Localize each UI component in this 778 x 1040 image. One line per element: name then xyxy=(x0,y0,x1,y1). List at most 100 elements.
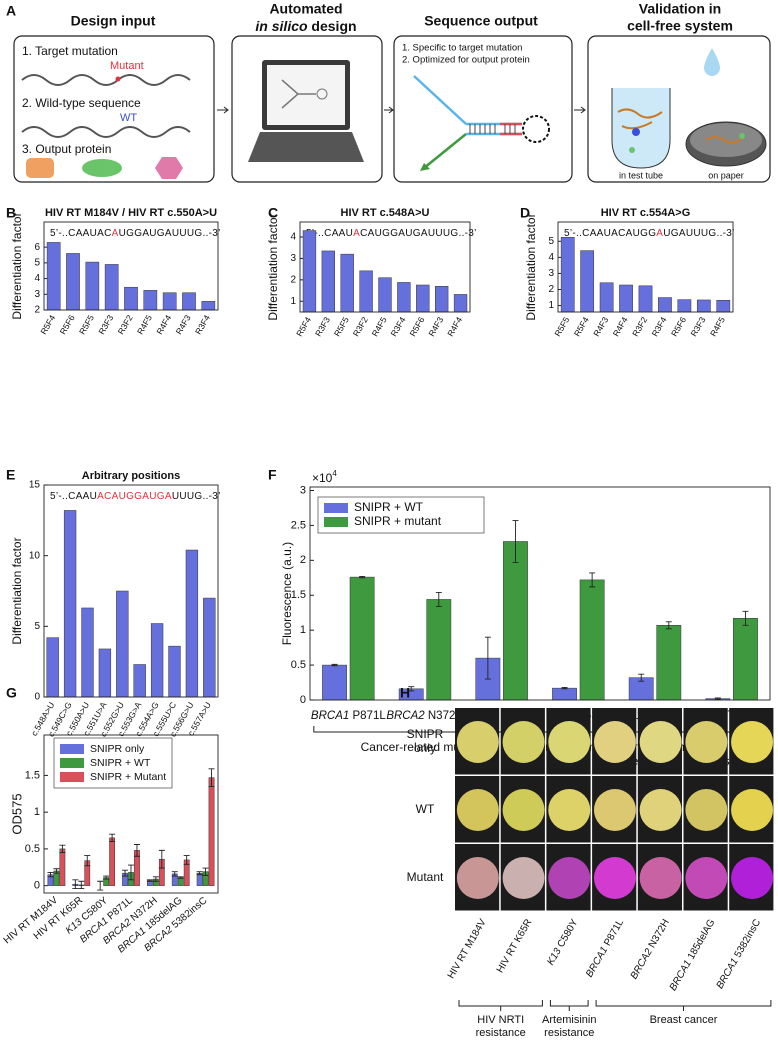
category-label: R3F3 xyxy=(96,313,115,336)
protein xyxy=(155,157,183,179)
paper-disc xyxy=(639,789,682,831)
bar xyxy=(677,299,692,313)
bar xyxy=(133,664,146,698)
bar xyxy=(59,848,66,886)
y-tick-label: 1.5 xyxy=(291,589,306,601)
category-label: R4F3 xyxy=(591,315,610,338)
group-label: resistance xyxy=(544,1027,594,1039)
bar xyxy=(63,510,77,698)
error-bar xyxy=(742,610,749,626)
category-label: R4F5 xyxy=(370,315,389,338)
y-tick-label: 2 xyxy=(34,305,40,316)
bar xyxy=(733,618,758,701)
y-tick-label: 4 xyxy=(548,252,554,263)
box-title: in silico design xyxy=(255,18,356,34)
error-bar xyxy=(122,869,129,877)
y-tick-label: 1 xyxy=(290,296,296,307)
error-bar xyxy=(196,871,203,876)
bar xyxy=(46,242,61,311)
sequence: 5’-..CAAUACAUGGAUGAUUUG..-3’ xyxy=(564,228,735,239)
y-tick-label: 15 xyxy=(29,480,41,491)
box-title: Sequence output xyxy=(424,13,538,29)
bar xyxy=(81,607,94,698)
y-tick-label: 5 xyxy=(548,236,554,247)
paper-disc xyxy=(548,721,591,763)
category-label: R5F4 xyxy=(38,313,57,336)
plot-frame xyxy=(557,221,734,313)
error-bar xyxy=(484,636,491,680)
panel-letter: C xyxy=(268,205,278,221)
arrow xyxy=(384,106,394,114)
y-axis-label: Fluorescence (a.u.) xyxy=(280,542,294,645)
gene: BRCA1 xyxy=(311,710,349,722)
category-label: R3F4 xyxy=(389,315,408,338)
error-bar xyxy=(561,686,568,690)
error-bar xyxy=(53,868,60,874)
item: 3. Output protein xyxy=(22,142,111,156)
panel-letter: F xyxy=(268,467,277,483)
bar xyxy=(503,541,528,701)
category-label: R3F3 xyxy=(688,315,707,338)
y-axis-label: Differentiation factor xyxy=(266,213,280,320)
duplex xyxy=(466,122,522,136)
y-tick-label: 3 xyxy=(290,253,296,264)
bar xyxy=(716,300,731,313)
category-label: BRCA2 N372H xyxy=(386,710,463,722)
error-bar xyxy=(589,572,596,588)
category-label: R4F5 xyxy=(135,313,154,336)
bar xyxy=(177,877,184,886)
bar xyxy=(208,777,215,886)
bar xyxy=(201,301,216,311)
y-tick-label: 1 xyxy=(34,806,40,818)
bar xyxy=(378,277,392,313)
sequence-part: A xyxy=(353,228,360,239)
variant: P871L xyxy=(349,710,386,722)
protein xyxy=(82,159,122,177)
paper-disc xyxy=(639,857,682,899)
error-bar xyxy=(97,880,104,891)
plot-frame xyxy=(299,221,471,313)
y-tick-label: 0 xyxy=(34,880,40,892)
error-bar xyxy=(177,876,184,879)
caption: on paper xyxy=(708,170,744,180)
sequence: 5’-..CAAUACAUGGAUGAUUUG..-3’ xyxy=(50,491,221,502)
mutant-label: Mutant xyxy=(110,60,144,72)
y-tick-label: 5 xyxy=(34,621,40,632)
bar xyxy=(185,549,199,698)
box-title: Automated xyxy=(269,1,342,17)
bar xyxy=(109,837,115,886)
y-tick-label: 0 xyxy=(300,694,306,706)
error-bar xyxy=(146,879,153,882)
sequence-part: 5’-..CAAU xyxy=(306,228,353,239)
plot-frame xyxy=(43,221,219,311)
category-label: BRCA1 5382insC xyxy=(714,917,763,990)
group-label: WT xyxy=(416,802,435,816)
category-label: HIV RT M184V xyxy=(446,917,489,981)
sequence-part: 5’-..CAAUACAUGG xyxy=(564,228,656,239)
category-label: R3F3 xyxy=(313,315,332,338)
y-axis-label: Differentiation factor xyxy=(10,537,24,644)
y-axis-label: Differentiation factor xyxy=(524,213,538,320)
bar xyxy=(116,590,129,698)
paper-disc xyxy=(731,721,774,763)
error-bar xyxy=(78,880,85,890)
bar xyxy=(322,664,347,701)
panel-letter: E xyxy=(6,467,15,483)
error-bar xyxy=(202,867,209,876)
error-bar xyxy=(183,855,190,865)
error-bar xyxy=(128,864,134,881)
bar xyxy=(150,623,164,698)
strand xyxy=(21,126,191,138)
item: 2. Wild-type sequence xyxy=(22,96,141,110)
category-label: R5F4 xyxy=(572,315,591,338)
sequence-part: UGAUUUG..-3’ xyxy=(663,228,734,239)
y-tick-label: 1 xyxy=(300,624,306,636)
bar xyxy=(359,270,373,313)
bar xyxy=(580,250,595,313)
variant: N372H xyxy=(645,917,671,952)
rung xyxy=(469,124,516,134)
bar xyxy=(124,286,138,311)
legend-swatch xyxy=(324,503,348,513)
category-label: BRCA1 185delAG xyxy=(667,917,717,993)
